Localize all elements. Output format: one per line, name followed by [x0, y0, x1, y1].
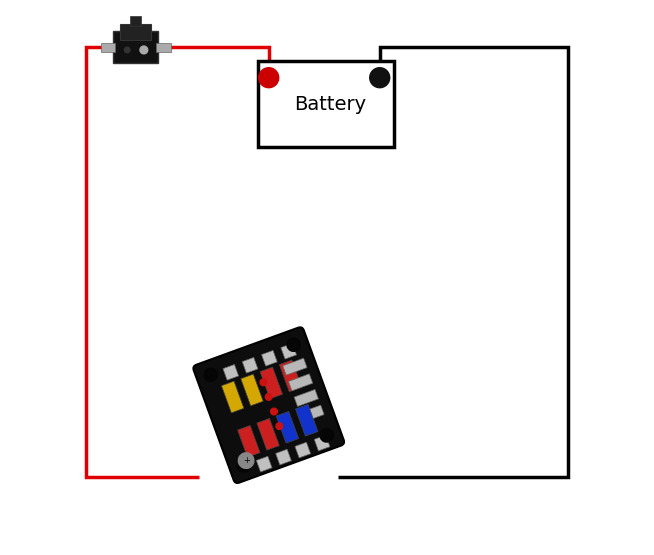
Bar	[242, 357, 258, 373]
Bar	[300, 405, 324, 422]
Circle shape	[287, 338, 300, 351]
Text: +: +	[243, 456, 250, 465]
Circle shape	[266, 393, 272, 400]
Bar	[295, 442, 311, 458]
Circle shape	[124, 47, 130, 53]
FancyBboxPatch shape	[113, 31, 158, 63]
Bar	[130, 16, 141, 26]
Circle shape	[370, 68, 390, 88]
Bar	[276, 411, 299, 443]
Bar	[258, 61, 394, 147]
Bar	[294, 390, 318, 406]
Bar	[237, 426, 260, 457]
Bar	[276, 449, 291, 465]
Bar	[281, 344, 296, 359]
Bar	[260, 367, 283, 399]
Bar	[315, 435, 330, 451]
Text: Battery: Battery	[294, 95, 366, 114]
Bar	[257, 418, 279, 450]
Circle shape	[238, 453, 254, 468]
Bar	[156, 43, 171, 52]
Bar	[279, 360, 301, 392]
Bar	[256, 456, 272, 472]
Bar	[262, 350, 277, 366]
Circle shape	[276, 423, 283, 430]
FancyBboxPatch shape	[194, 327, 344, 483]
Circle shape	[259, 68, 279, 88]
Bar	[223, 365, 239, 380]
FancyBboxPatch shape	[120, 24, 151, 39]
Bar	[296, 405, 318, 436]
Bar	[283, 358, 307, 375]
Circle shape	[271, 408, 277, 415]
Circle shape	[204, 368, 217, 381]
Circle shape	[260, 379, 267, 386]
Bar	[288, 374, 313, 391]
Bar	[241, 374, 263, 406]
Bar	[101, 43, 115, 52]
Bar	[222, 381, 244, 413]
Circle shape	[140, 46, 148, 54]
Circle shape	[320, 429, 334, 442]
Circle shape	[237, 459, 250, 472]
